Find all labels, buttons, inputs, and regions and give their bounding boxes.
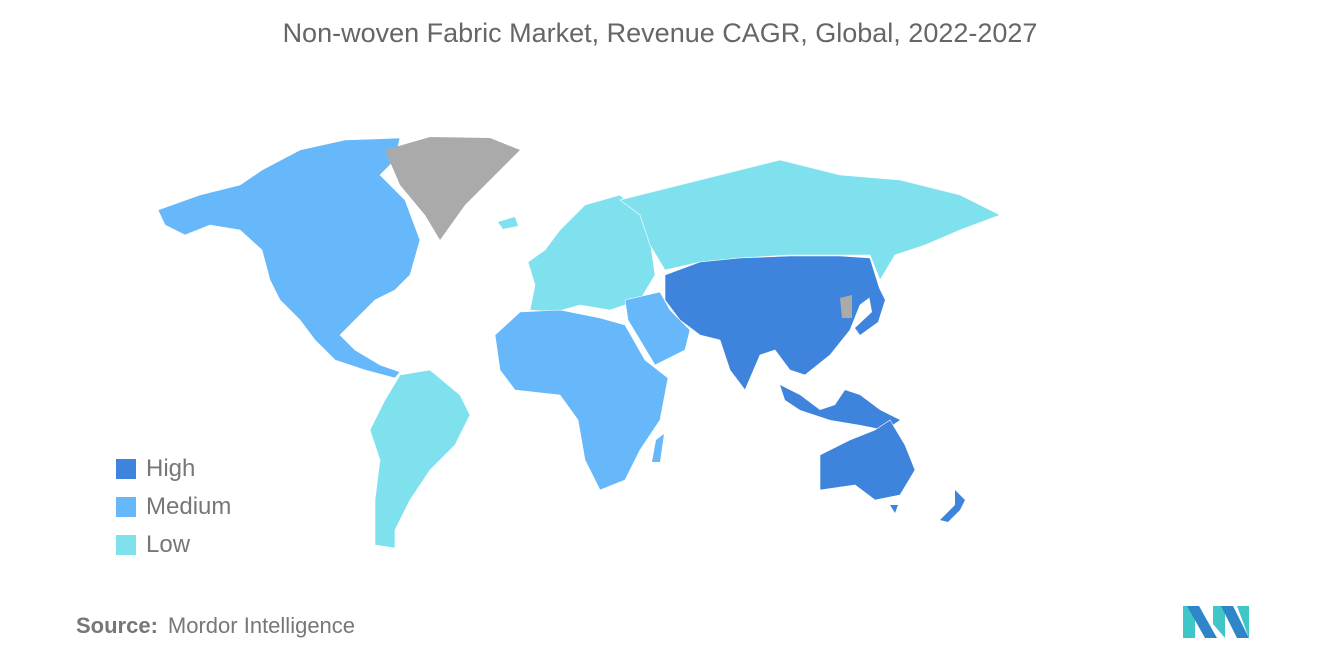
map-title: Non-woven Fabric Market, Revenue CAGR, G… bbox=[282, 18, 1038, 48]
legend-swatch-high bbox=[116, 459, 136, 479]
legend: High Medium Low bbox=[116, 450, 231, 564]
region-new-zealand bbox=[940, 490, 965, 522]
legend-item-high: High bbox=[116, 450, 231, 488]
region-japan bbox=[855, 286, 885, 335]
legend-swatch-low bbox=[116, 535, 136, 555]
region-southeast-asia bbox=[780, 385, 900, 430]
legend-item-low: Low bbox=[116, 526, 231, 564]
region-north-america bbox=[157, 137, 421, 379]
region-greenland bbox=[385, 137, 520, 240]
region-russia bbox=[619, 159, 1001, 281]
region-africa bbox=[494, 309, 669, 491]
region-korea bbox=[840, 295, 852, 318]
source-note: Source: Mordor Intelligence bbox=[76, 613, 355, 639]
region-europe bbox=[527, 194, 656, 313]
region-south-america bbox=[369, 369, 471, 549]
region-tasmania bbox=[890, 505, 898, 513]
legend-label: Low bbox=[146, 531, 191, 558]
legend-item-medium: Medium bbox=[116, 488, 231, 526]
legend-swatch-medium bbox=[116, 497, 136, 517]
region-middle-east bbox=[624, 291, 691, 366]
legend-label: Medium bbox=[146, 493, 232, 520]
legend-label: High bbox=[146, 455, 196, 482]
region-iceland bbox=[498, 217, 518, 229]
source-value: Mordor Intelligence bbox=[167, 613, 356, 638]
region-madagascar bbox=[652, 434, 664, 462]
mordor-intelligence-logo bbox=[1183, 606, 1249, 638]
region-asia bbox=[664, 255, 881, 391]
source-label: Source: bbox=[76, 613, 158, 638]
region-australia bbox=[819, 419, 916, 501]
